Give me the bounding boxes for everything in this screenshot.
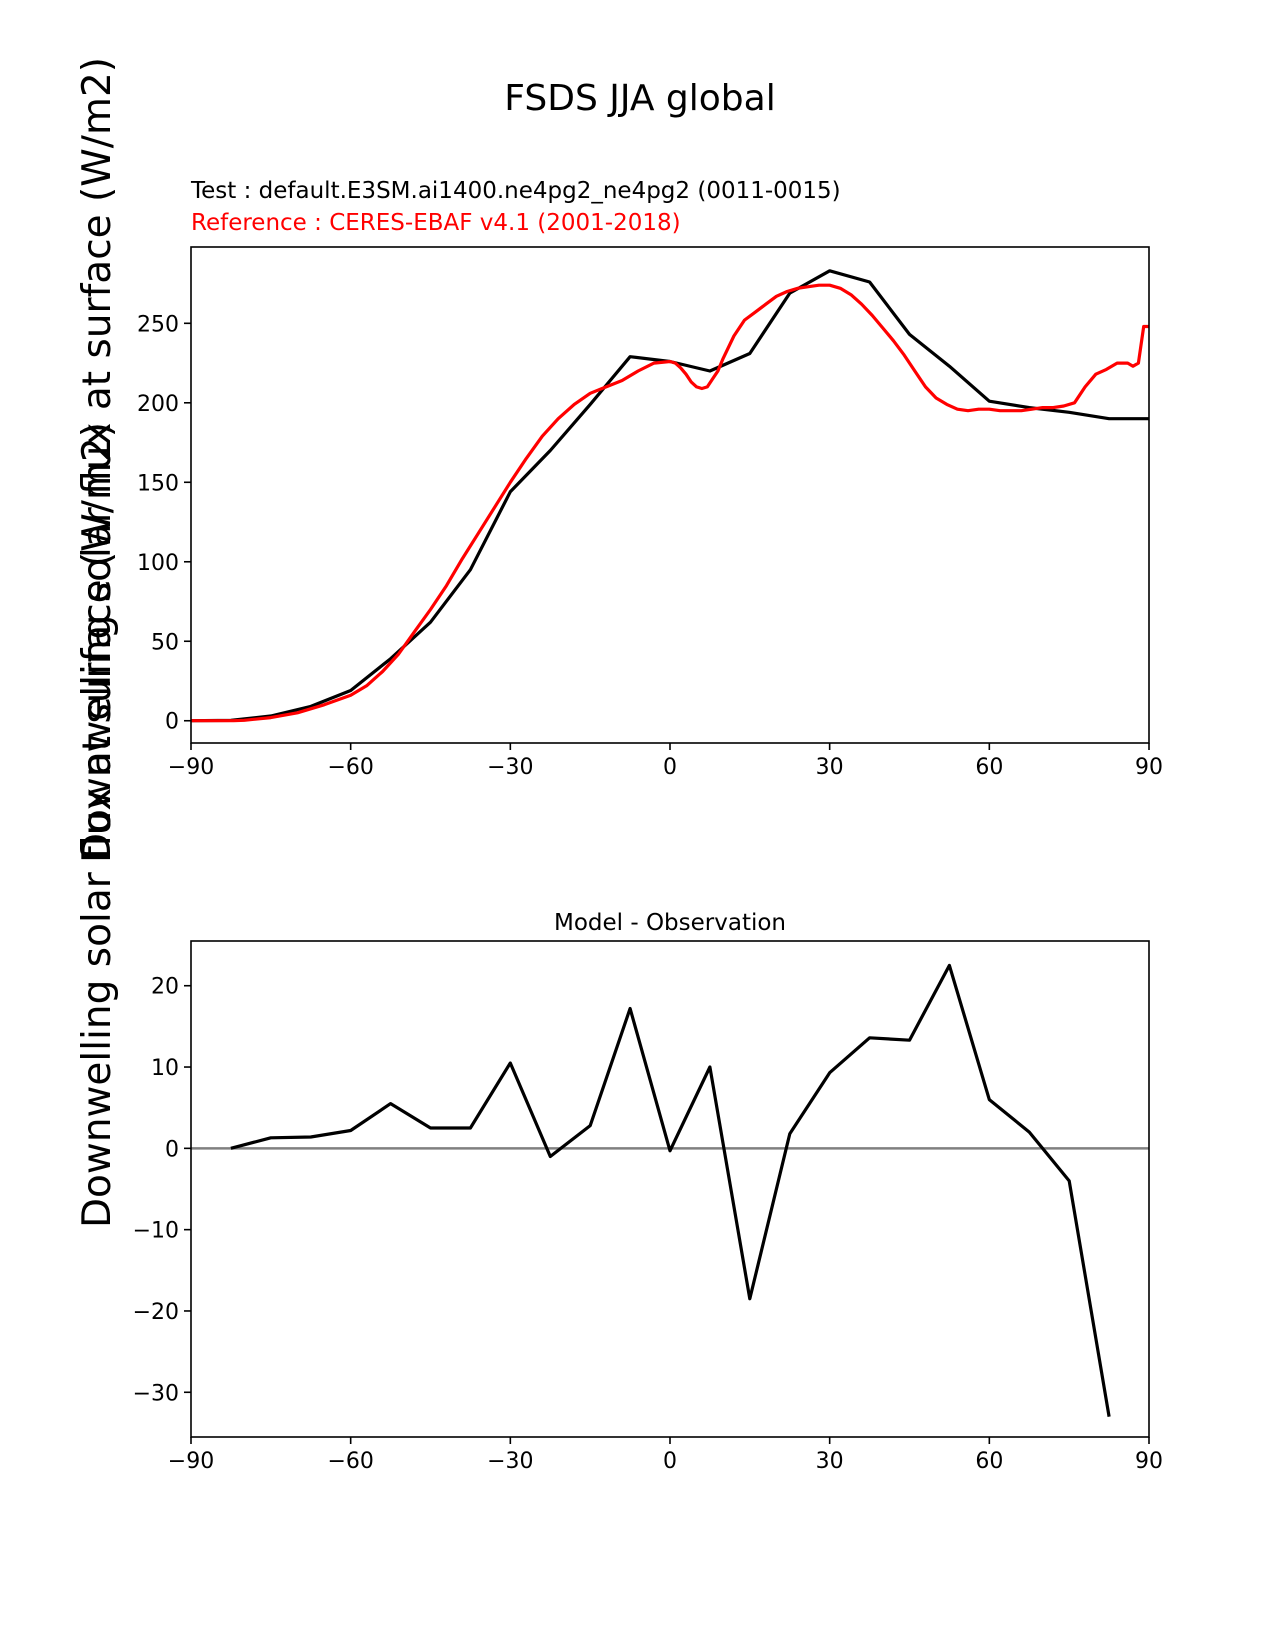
test-subtitle: Test : default.E3SM.ai1400.ne4pg2_ne4pg2… [190, 178, 841, 204]
x-tick-label: −60 [327, 1449, 373, 1474]
y-tick-label: 200 [137, 392, 179, 417]
x-tick-label: 90 [1135, 1449, 1163, 1474]
y-tick-label: −20 [133, 1300, 179, 1325]
y-tick-label: 20 [151, 975, 179, 1000]
y-tick-label: 150 [137, 471, 179, 496]
figure-title: FSDS JJA global [504, 78, 775, 119]
y-tick-label: 0 [165, 710, 179, 735]
x-tick-label: −60 [327, 755, 373, 780]
y-axis-label-upper: Downwelling solar flux at surface (W/m2) [75, 57, 120, 863]
series-line-1 [191, 283, 1149, 723]
x-tick-label: 90 [1135, 755, 1163, 780]
series-line-0 [190, 269, 1149, 723]
y-tick-label: 0 [165, 1137, 179, 1162]
plot-frame [190, 940, 1150, 1438]
bottom-panel-title: Model - Observation [554, 910, 786, 936]
x-tick-label: −90 [168, 1449, 214, 1474]
x-tick-label: 60 [975, 755, 1003, 780]
x-tick-label: 30 [816, 1449, 844, 1474]
x-tick-label: 30 [816, 755, 844, 780]
x-tick-label: 0 [663, 1449, 677, 1474]
y-tick-label: 10 [151, 1056, 179, 1081]
x-tick-label: −30 [487, 1449, 533, 1474]
y-tick-label: 250 [137, 312, 179, 337]
x-tick-label: 60 [975, 1449, 1003, 1474]
y-tick-label: −30 [133, 1381, 179, 1406]
bottom-panel: −90 −60 −30 0 30 60 90 −30 −20 −10 0 10 20 [133, 940, 1163, 1474]
reference-subtitle: Reference : CERES-EBAF v4.1 (2001-2018) [191, 210, 681, 236]
x-tick-label: −30 [487, 755, 533, 780]
y-tick-label: 50 [151, 630, 179, 655]
y-axis-label-lower: Downwelling solar flux at surface (W/m2) [75, 422, 120, 1228]
top-panel: −90 −60 −30 0 30 60 90 0 50 100 150 200 250 [137, 246, 1163, 780]
x-tick-label: 0 [663, 755, 677, 780]
plot-frame [190, 246, 1150, 744]
y-tick-label: 100 [137, 551, 179, 576]
y-tick-label: −10 [133, 1219, 179, 1244]
x-tick-label: −90 [168, 755, 214, 780]
series-line-0 [230, 963, 1111, 1417]
